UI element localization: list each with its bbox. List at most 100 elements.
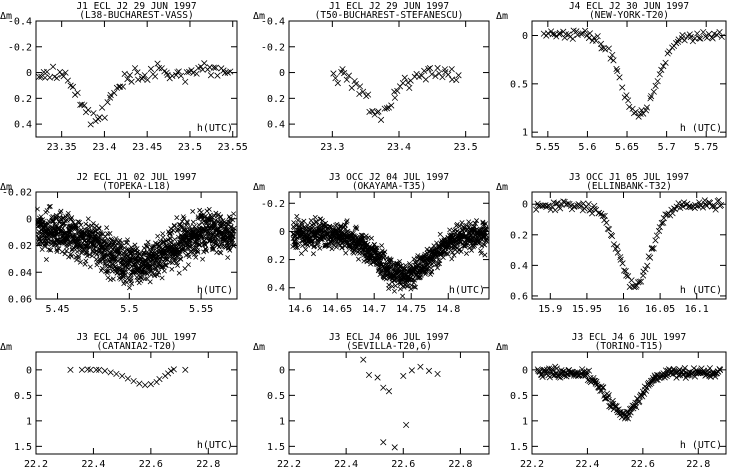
data-point [610, 57, 617, 64]
y-tick-label: -0.4 [8, 17, 32, 28]
data-point [460, 224, 466, 230]
data-point [484, 236, 490, 242]
data-point [716, 366, 724, 374]
data-point [411, 284, 417, 290]
data-point [206, 206, 212, 212]
y-tick-label: 1 [522, 416, 528, 427]
y-tick-label: 0 [26, 365, 32, 376]
data-point [141, 250, 147, 256]
data-point [43, 222, 49, 228]
data-point [658, 66, 665, 73]
x-tick-label: 14.6 [288, 304, 312, 315]
data-point [383, 105, 391, 112]
x-axis-label: h (UTC) [680, 123, 722, 134]
data-point [174, 215, 180, 221]
chart-panel: J3 ECL J4 06 JUL 1997(SEVILLA-T20,6) Δm 22… [253, 332, 490, 470]
data-point [183, 69, 190, 76]
data-point [394, 87, 401, 94]
data-point [54, 249, 60, 254]
data-point [709, 35, 716, 42]
data-point [169, 72, 176, 79]
data-point [203, 242, 209, 248]
data-point [338, 223, 344, 229]
data-point [455, 72, 462, 79]
data-point [170, 227, 176, 233]
x-tick-label: 5.55 [536, 142, 560, 153]
data-point [77, 219, 82, 225]
data-point [38, 73, 45, 80]
data-point [712, 206, 719, 213]
data-point [481, 234, 487, 240]
data-point [556, 31, 563, 38]
data-point [82, 261, 88, 267]
data-point [332, 75, 339, 82]
y-tick-label: -0.4 [261, 17, 285, 28]
data-point [554, 199, 561, 207]
y-tick-label: 0 [279, 365, 285, 376]
data-point [298, 251, 304, 257]
chart-subtitle: (TORINO-T15) [595, 341, 664, 352]
data-point [38, 214, 44, 220]
data-point [76, 255, 82, 261]
data-point [131, 65, 139, 72]
data-point [310, 251, 316, 257]
x-tick-label: 22.4 [334, 459, 358, 470]
data-point [458, 249, 464, 255]
data-point [41, 74, 49, 81]
data-point [695, 35, 703, 42]
data-point [397, 263, 403, 269]
data-point [147, 65, 155, 72]
data-point [200, 256, 206, 262]
data-point [585, 367, 593, 374]
x-tick-label: 22.8 [448, 459, 472, 470]
data-point [474, 218, 480, 224]
chart-panel: J2 ECL J1 02 JUL 1997(TOPEKA-L18) Δm 5.45 5… [0, 172, 238, 315]
data-point [75, 219, 81, 225]
data-point [78, 222, 84, 228]
x-axis-label: h(UTC) [197, 440, 233, 451]
data-point [169, 266, 175, 272]
x-axis-label: h(UTC) [197, 123, 233, 134]
data-point [605, 392, 612, 399]
data-point [57, 210, 63, 216]
data-point [163, 69, 170, 76]
data-point [141, 72, 148, 79]
data-point [388, 257, 394, 263]
data-point [352, 80, 359, 88]
data-point [119, 372, 126, 380]
data-point [356, 256, 361, 262]
x-tick-label: 23.55 [218, 142, 248, 153]
data-point [44, 208, 50, 214]
data-point [422, 271, 428, 277]
data-point [113, 370, 120, 378]
data-point [623, 272, 630, 279]
data-point [614, 68, 621, 75]
data-point [342, 222, 348, 228]
x-axis-label: h(UTC) [449, 285, 485, 296]
data-point [417, 274, 423, 280]
data-point [451, 239, 457, 245]
chart-subtitle: (CATANIA2-T20) [96, 341, 176, 352]
data-point [224, 240, 230, 246]
data-point [65, 210, 71, 216]
data-point [666, 48, 673, 55]
data-point [53, 75, 60, 82]
data-point [718, 33, 725, 40]
data-point [99, 104, 106, 111]
data-point [213, 210, 219, 216]
data-point [107, 231, 113, 236]
data-point [564, 200, 572, 207]
data-point [313, 220, 319, 225]
chart-panel: J3 ECL J4 06 JUL 1997(CATANIA2-T20) Δm 22.… [0, 332, 238, 470]
x-tick-label: 14.75 [396, 304, 426, 315]
data-point [93, 366, 100, 373]
data-point [180, 245, 186, 251]
data-point [124, 375, 131, 382]
data-point [193, 254, 199, 260]
data-point [391, 444, 398, 451]
data-point [167, 259, 173, 265]
data-point [85, 216, 91, 222]
data-point [51, 242, 57, 248]
x-tick-label: 5.55 [189, 304, 213, 315]
data-point [650, 88, 657, 95]
